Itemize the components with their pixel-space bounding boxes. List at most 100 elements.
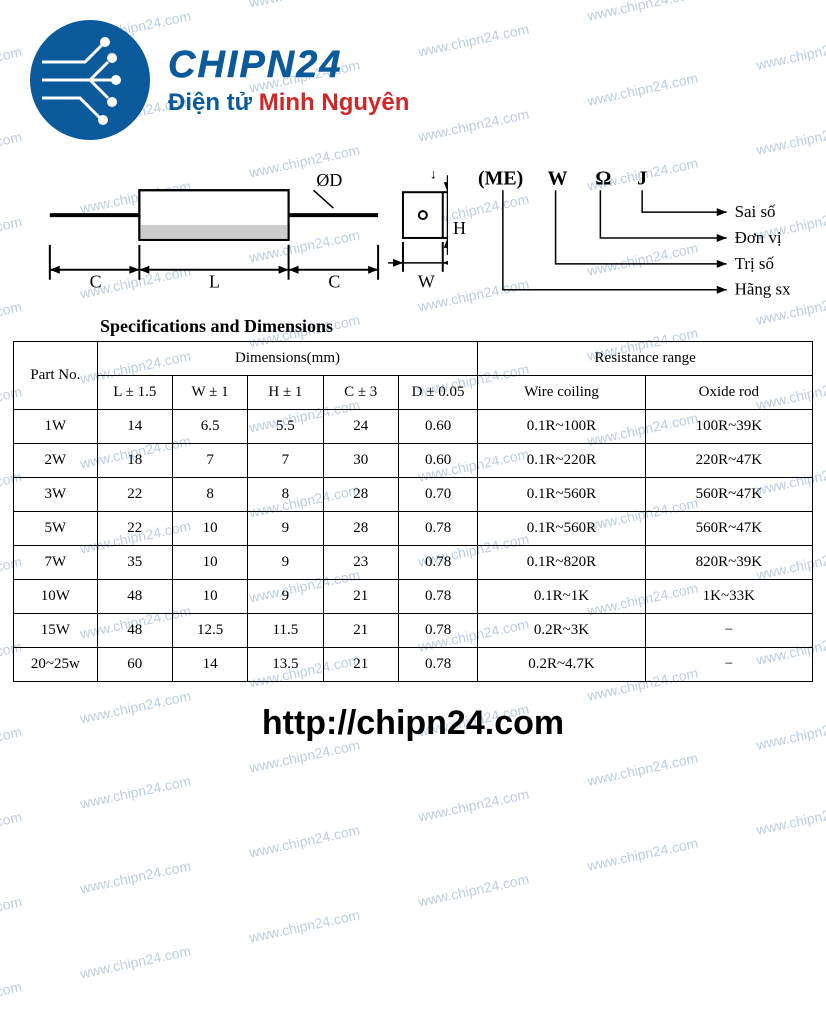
partno-header: Part No. <box>14 342 98 410</box>
table-row: 3W2288280.700.1R~560R560R~47K <box>14 478 813 512</box>
col-header: L ± 1.5 <box>97 376 172 410</box>
svg-text:Hãng sx: Hãng sx <box>734 280 790 299</box>
table-cell: 5.5 <box>248 410 323 444</box>
table-cell: 100R~39K <box>645 410 812 444</box>
table-cell: 20~25w <box>14 648 98 682</box>
col-header: Oxide rod <box>645 376 812 410</box>
brand-sub-highlight: Minh Nguyên <box>259 89 410 116</box>
spec-table: Part No. Dimensions(mm) Resistance range… <box>13 341 813 682</box>
col-header: H ± 1 <box>248 376 323 410</box>
table-row: 20~25w601413.5210.780.2R~4.7K− <box>14 648 813 682</box>
svg-text:W: W <box>418 272 435 292</box>
table-cell: 9 <box>248 546 323 580</box>
ordering-code-legend: (ME) W Ω J Sai số Đơn vị Trị số Hãng sx <box>478 160 806 310</box>
table-cell: 0.1R~220R <box>478 444 645 478</box>
brand-text: CHIPN24 Điện tử Minh Nguyên <box>168 44 409 117</box>
table-row: 2W1877300.600.1R~220R220R~47K <box>14 444 813 478</box>
svg-text:↓: ↓ <box>430 167 437 182</box>
table-cell: 7 <box>248 444 323 478</box>
site-url: http://chipn24.com <box>0 704 826 743</box>
table-row: 1W146.55.5240.600.1R~100R100R~39K <box>14 410 813 444</box>
svg-text:C: C <box>90 272 102 292</box>
table-cell: 0.78 <box>398 580 477 614</box>
table-cell: 0.1R~560R <box>478 512 645 546</box>
table-cell: 9 <box>248 580 323 614</box>
table-cell: 560R~47K <box>645 478 812 512</box>
table-cell: 0.78 <box>398 648 477 682</box>
svg-text:Sai số: Sai số <box>734 202 775 221</box>
table-cell: 60 <box>97 648 172 682</box>
brand-sub-prefix: Điện tử <box>168 89 259 116</box>
table-row: 7W35109230.780.1R~820R820R~39K <box>14 546 813 580</box>
col-header: W ± 1 <box>172 376 247 410</box>
table-cell: 48 <box>97 614 172 648</box>
table-cell: 8 <box>248 478 323 512</box>
logo-area: CHIPN24 Điện tử Minh Nguyên <box>0 0 826 150</box>
diagram-area: ØD C L C <box>0 150 826 310</box>
table-cell: 10W <box>14 580 98 614</box>
col-header: C ± 3 <box>323 376 398 410</box>
svg-text:(ME): (ME) <box>478 167 523 189</box>
table-cell: 0.78 <box>398 614 477 648</box>
svg-text:J: J <box>637 167 647 189</box>
table-cell: 0.70 <box>398 478 477 512</box>
table-cell: 15W <box>14 614 98 648</box>
table-cell: 18 <box>97 444 172 478</box>
table-cell: − <box>645 648 812 682</box>
table-cell: 3W <box>14 478 98 512</box>
table-cell: 28 <box>323 512 398 546</box>
component-dimension-diagram: ØD C L C <box>20 160 448 300</box>
table-cell: 0.78 <box>398 512 477 546</box>
table-cell: 7 <box>172 444 247 478</box>
table-cell: 10 <box>172 512 247 546</box>
spec-title: Specifications and Dimensions <box>0 310 826 341</box>
table-cell: 10 <box>172 580 247 614</box>
table-cell: 560R~47K <box>645 512 812 546</box>
table-cell: 0.1R~820R <box>478 546 645 580</box>
col-header: Wire coiling <box>478 376 645 410</box>
brand-subtitle: Điện tử Minh Nguyên <box>168 89 409 117</box>
res-header: Resistance range <box>478 342 813 376</box>
table-cell: 7W <box>14 546 98 580</box>
table-row: 5W22109280.780.1R~560R560R~47K <box>14 512 813 546</box>
brand-title: CHIPN24 <box>168 44 409 87</box>
table-cell: 2W <box>14 444 98 478</box>
table-cell: 21 <box>323 580 398 614</box>
svg-text:Đơn vị: Đơn vị <box>734 228 781 247</box>
pcb-trace-icon <box>30 20 150 140</box>
dim-header: Dimensions(mm) <box>97 342 478 376</box>
table-cell: − <box>645 614 812 648</box>
table-cell: 0.78 <box>398 546 477 580</box>
table-cell: 0.2R~4.7K <box>478 648 645 682</box>
table-cell: 22 <box>97 478 172 512</box>
table-cell: 14 <box>97 410 172 444</box>
table-cell: 23 <box>323 546 398 580</box>
table-cell: 0.2R~3K <box>478 614 645 648</box>
table-cell: 30 <box>323 444 398 478</box>
table-cell: 24 <box>323 410 398 444</box>
table-cell: 1W <box>14 410 98 444</box>
logo-circle <box>30 20 150 140</box>
table-row: 10W48109210.780.1R~1K1K~33K <box>14 580 813 614</box>
table-cell: 0.1R~100R <box>478 410 645 444</box>
table-cell: 0.1R~1K <box>478 580 645 614</box>
table-cell: 21 <box>323 648 398 682</box>
content-root: CHIPN24 Điện tử Minh Nguyên ØD <box>0 0 826 743</box>
svg-text:ØD: ØD <box>316 170 342 190</box>
table-cell: 220R~47K <box>645 444 812 478</box>
table-cell: 28 <box>323 478 398 512</box>
svg-text:W: W <box>547 167 567 189</box>
table-cell: 21 <box>323 614 398 648</box>
table-cell: 22 <box>97 512 172 546</box>
table-cell: 1K~33K <box>645 580 812 614</box>
table-cell: 0.1R~560R <box>478 478 645 512</box>
table-cell: 10 <box>172 546 247 580</box>
svg-text:Trị số: Trị số <box>734 254 774 273</box>
col-header: D ± 0.05 <box>398 376 477 410</box>
table-cell: 13.5 <box>248 648 323 682</box>
table-cell: 6.5 <box>172 410 247 444</box>
h-label: H <box>453 218 466 239</box>
table-cell: 8 <box>172 478 247 512</box>
table-cell: 35 <box>97 546 172 580</box>
table-cell: 14 <box>172 648 247 682</box>
